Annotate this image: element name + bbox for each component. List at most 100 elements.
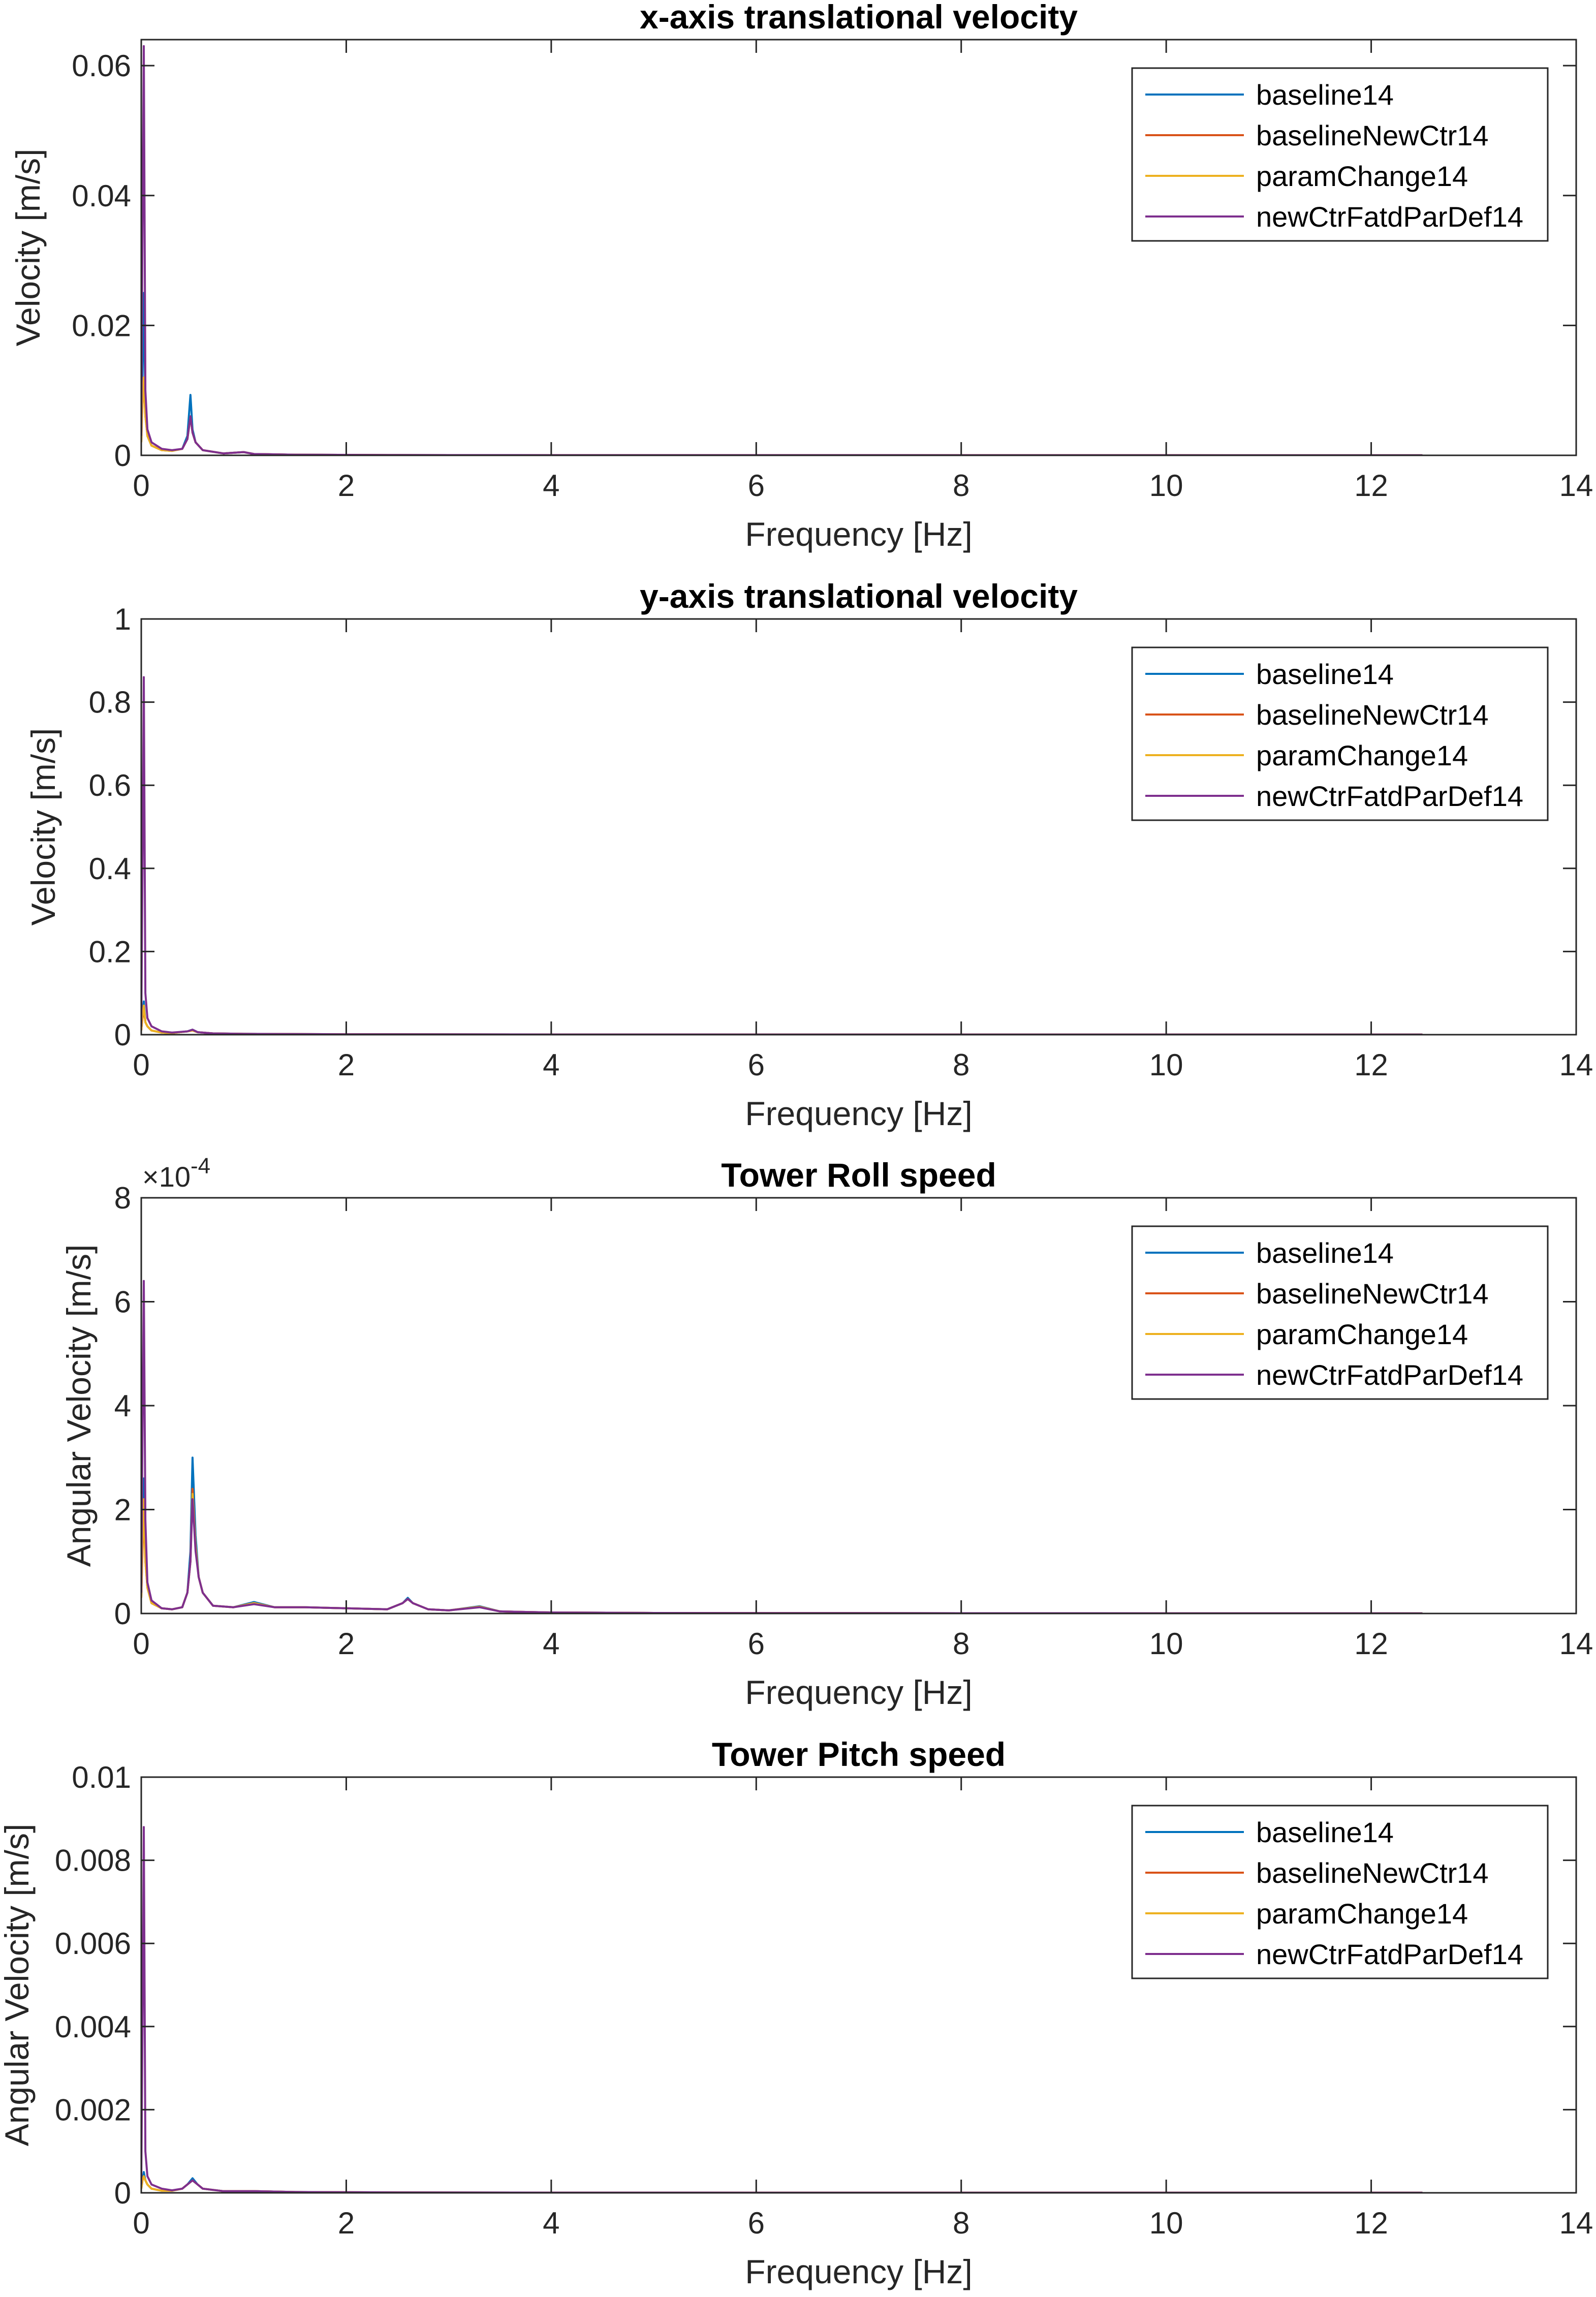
legend-box [1131,646,1549,821]
x-tick-label: 2 [338,2206,355,2240]
legend: baseline14 baselineNewCtr14 paramChange14 n… [1131,1805,1549,1979]
x-tick-label: 6 [748,2206,765,2240]
x-tick-label: 2 [338,469,355,503]
y-axis-label: Angular Velocity [m/s] [60,1245,98,1567]
chart-panel-4: 0 2 4 6 8 10 12 14 0 0.002 0.004 0.006 0.008 0.01 Towe… [0,1735,1593,2290]
legend: baseline14 baselineNewCtr14 paramChange14 n… [1131,67,1549,242]
y-axis-label: Velocity [m/s] [9,149,47,347]
x-tick-label: 4 [543,2206,559,2240]
x-tick-label: 2 [338,1627,355,1661]
y-tick-label: 0.6 [89,768,131,802]
y-tick-label: 0 [114,1597,131,1631]
y-tick-label: 4 [114,1389,131,1423]
x-tick-label: 4 [543,469,559,503]
legend-label: baseline14 [1256,1237,1394,1269]
legend-box [1131,67,1549,242]
axes-box [140,39,1577,456]
x-tick-label: 10 [1149,469,1183,503]
exponent-base: ×10 [142,1161,191,1193]
x-axis-label: Frequency [Hz] [745,515,973,553]
legend-label: baseline14 [1256,658,1394,690]
y-tick-label: 1 [114,602,131,636]
x-tick-label: 8 [953,1048,969,1082]
y-tick-label: 0.2 [89,935,131,969]
x-tick-label: 6 [748,469,765,503]
y-tick-label: 0 [114,439,131,473]
legend-label: baselineNewCtr14 [1256,699,1489,731]
x-tick-label: 0 [133,2206,149,2240]
legend-label: baseline14 [1256,79,1394,111]
chart-panel-3: 0 2 4 6 8 10 12 14 0 2 4 6 8 Tower Roll speed Frequenc… [60,1154,1593,1711]
y-tick-label: 0 [114,1018,131,1052]
x-tick-label: 12 [1354,1048,1388,1082]
legend-box [1131,1225,1549,1400]
x-tick-label: 14 [1559,1048,1593,1082]
x-tick-label: 0 [133,1627,149,1661]
legend-label: newCtrFatdParDef14 [1256,1359,1523,1391]
y-tick-label: 0.008 [55,1844,131,1878]
legend-label: newCtrFatdParDef14 [1256,780,1523,812]
chart-panel-2: 0 2 4 6 8 10 12 14 0 0.2 0.4 0.6 0.8 1 y-axis translat… [24,577,1593,1132]
y-tick-label: 0.4 [89,852,131,886]
legend-label: baselineNewCtr14 [1256,119,1489,151]
x-tick-label: 10 [1149,1627,1183,1661]
x-axis-label: Frequency [Hz] [745,1673,973,1711]
y-tick-label: 0.004 [55,2010,131,2044]
x-tick-label: 8 [953,2206,969,2240]
y-tick-label: 0.002 [55,2093,131,2127]
exponent-power: -4 [191,1154,210,1178]
legend-label: newCtrFatdParDef14 [1256,201,1523,233]
x-axis-label: Frequency [Hz] [745,2253,973,2290]
y-axis-label: Velocity [m/s] [24,728,62,926]
axes-box [140,1776,1577,2194]
x-tick-label: 8 [953,469,969,503]
legend: baseline14 baselineNewCtr14 paramChange14 n… [1131,646,1549,821]
y-tick-label: 0.01 [72,1760,131,1794]
x-tick-label: 12 [1354,2206,1388,2240]
x-tick-label: 6 [748,1048,765,1082]
y-tick-label: 2 [114,1493,131,1527]
x-tick-label: 12 [1354,469,1388,503]
x-axis-label: Frequency [Hz] [745,1095,973,1132]
legend-label: baselineNewCtr14 [1256,1857,1489,1889]
y-tick-label: 0.006 [55,1927,131,1961]
y-tick-label: 0.04 [72,179,131,213]
chart-title: Tower Roll speed [721,1156,996,1194]
y-tick-label: 0.02 [72,308,131,343]
x-tick-label: 14 [1559,469,1593,503]
y-tick-label: 8 [114,1181,131,1215]
y-tick-label: 0.06 [72,49,131,83]
y-axis-exponent: ×10-4 [142,1154,210,1193]
x-tick-label: 10 [1149,1048,1183,1082]
x-tick-label: 12 [1354,1627,1388,1661]
legend-label: paramChange14 [1256,1318,1468,1350]
x-tick-label: 14 [1559,2206,1593,2240]
legend-box [1131,1805,1549,1979]
x-tick-label: 8 [953,1627,969,1661]
x-tick-label: 14 [1559,1627,1593,1661]
chart-panel-1: 0 2 4 6 8 10 12 14 0 0.02 0.04 0.06 x-axis translati… [9,0,1593,553]
legend-label: newCtrFatdParDef14 [1256,1938,1523,1970]
chart-title: y-axis translational velocity [640,577,1078,615]
chart-title: Tower Pitch speed [712,1735,1006,1773]
x-tick-label: 10 [1149,2206,1183,2240]
x-tick-label: 6 [748,1627,765,1661]
legend-label: baseline14 [1256,1816,1394,1848]
y-tick-label: 0 [114,2176,131,2210]
x-tick-label: 4 [543,1048,559,1082]
x-tick-label: 4 [543,1627,559,1661]
legend-label: paramChange14 [1256,739,1468,771]
x-tick-label: 0 [133,469,149,503]
legend-label: paramChange14 [1256,160,1468,192]
x-tick-label: 2 [338,1048,355,1082]
y-tick-label: 0.8 [89,686,131,720]
legend: baseline14 baselineNewCtr14 paramChange14 n… [1131,1225,1549,1400]
chart-title: x-axis translational velocity [640,0,1078,36]
legend-label: paramChange14 [1256,1898,1468,1930]
x-tick-label: 0 [133,1048,149,1082]
y-tick-label: 6 [114,1285,131,1319]
axes-box [140,618,1577,1036]
y-axis-label: Angular Velocity [m/s] [0,1824,36,2147]
series-line-newCtrFatdParDef14 [141,1280,1423,1613]
